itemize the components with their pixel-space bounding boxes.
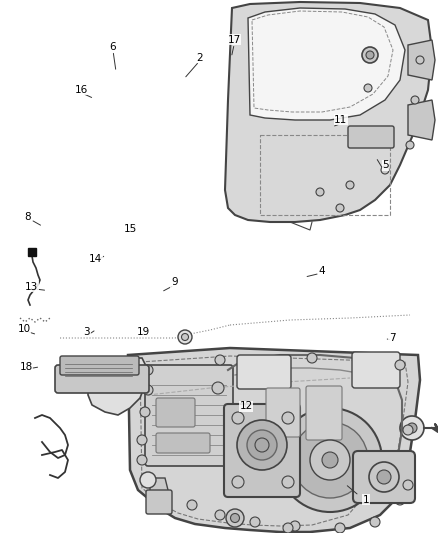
FancyBboxPatch shape — [145, 365, 233, 466]
Circle shape — [335, 523, 345, 533]
Text: 6: 6 — [110, 42, 117, 52]
FancyBboxPatch shape — [348, 126, 394, 148]
Bar — [28, 248, 36, 256]
FancyBboxPatch shape — [156, 433, 210, 453]
Circle shape — [187, 500, 197, 510]
Polygon shape — [408, 100, 435, 140]
Circle shape — [395, 360, 405, 370]
Text: 1: 1 — [362, 495, 369, 505]
Circle shape — [140, 472, 156, 488]
Circle shape — [336, 204, 344, 212]
Circle shape — [316, 188, 324, 196]
Circle shape — [137, 455, 147, 465]
Circle shape — [215, 510, 225, 520]
Circle shape — [282, 412, 294, 424]
Circle shape — [411, 96, 419, 104]
Circle shape — [369, 462, 399, 492]
Circle shape — [322, 452, 338, 468]
Text: 9: 9 — [171, 278, 178, 287]
Circle shape — [247, 430, 277, 460]
Circle shape — [403, 480, 413, 490]
Circle shape — [400, 416, 424, 440]
FancyBboxPatch shape — [156, 398, 195, 427]
Circle shape — [407, 423, 417, 433]
Circle shape — [143, 385, 153, 395]
Circle shape — [212, 382, 224, 394]
Circle shape — [283, 523, 293, 533]
Circle shape — [181, 334, 188, 341]
Circle shape — [140, 407, 150, 417]
Circle shape — [364, 84, 372, 92]
Text: 13: 13 — [25, 282, 38, 292]
Text: 3: 3 — [83, 327, 90, 336]
Circle shape — [377, 470, 391, 484]
FancyBboxPatch shape — [353, 451, 415, 503]
Polygon shape — [150, 478, 168, 502]
Text: 14: 14 — [89, 254, 102, 263]
Polygon shape — [248, 8, 405, 120]
FancyBboxPatch shape — [266, 388, 300, 437]
Polygon shape — [408, 40, 435, 80]
Circle shape — [226, 509, 244, 527]
FancyBboxPatch shape — [306, 386, 342, 440]
Circle shape — [232, 412, 244, 424]
Circle shape — [290, 521, 300, 531]
Circle shape — [416, 56, 424, 64]
Circle shape — [278, 408, 382, 512]
Text: 15: 15 — [124, 224, 137, 234]
Circle shape — [215, 355, 225, 365]
FancyBboxPatch shape — [146, 490, 172, 514]
FancyBboxPatch shape — [237, 355, 291, 389]
Text: 19: 19 — [137, 327, 150, 336]
Polygon shape — [225, 2, 432, 222]
Polygon shape — [88, 358, 148, 415]
Text: 17: 17 — [228, 35, 241, 45]
Circle shape — [362, 47, 378, 63]
Circle shape — [157, 487, 167, 497]
Circle shape — [370, 517, 380, 527]
Circle shape — [395, 495, 405, 505]
FancyBboxPatch shape — [55, 365, 149, 393]
Circle shape — [230, 513, 240, 522]
Circle shape — [406, 141, 414, 149]
Circle shape — [255, 438, 269, 452]
Text: 5: 5 — [382, 160, 389, 170]
Circle shape — [346, 181, 354, 189]
Polygon shape — [128, 348, 420, 532]
Circle shape — [232, 476, 244, 488]
Text: 10: 10 — [18, 325, 31, 334]
Circle shape — [178, 330, 192, 344]
Circle shape — [381, 166, 389, 174]
Circle shape — [143, 473, 153, 483]
Text: 2: 2 — [196, 53, 203, 62]
Text: 11: 11 — [334, 115, 347, 125]
Text: 7: 7 — [389, 334, 396, 343]
Text: 8: 8 — [24, 213, 31, 222]
Circle shape — [282, 476, 294, 488]
FancyBboxPatch shape — [352, 352, 400, 388]
Circle shape — [137, 435, 147, 445]
Text: 16: 16 — [74, 85, 88, 94]
FancyBboxPatch shape — [224, 404, 300, 497]
Circle shape — [403, 425, 413, 435]
FancyBboxPatch shape — [60, 356, 139, 375]
Circle shape — [250, 517, 260, 527]
Text: 18: 18 — [20, 362, 33, 372]
Text: 12: 12 — [240, 401, 253, 411]
Circle shape — [310, 440, 350, 480]
Circle shape — [366, 51, 374, 59]
Circle shape — [143, 365, 153, 375]
Circle shape — [292, 422, 368, 498]
Circle shape — [307, 353, 317, 363]
Text: 4: 4 — [318, 266, 325, 276]
Circle shape — [237, 420, 287, 470]
